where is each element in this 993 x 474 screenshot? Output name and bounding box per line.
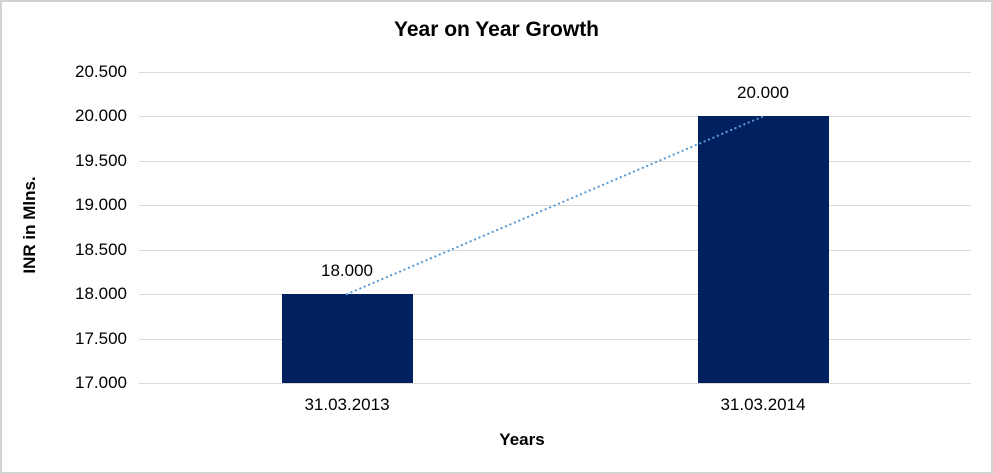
gridline	[139, 205, 971, 206]
gridline	[139, 116, 971, 117]
y-tick-label: 18.000	[75, 284, 127, 303]
y-tick-label: 18.500	[75, 240, 127, 259]
gridline	[139, 339, 971, 340]
bar	[698, 116, 829, 383]
bar	[282, 294, 413, 383]
x-tick-label: 31.03.2013	[304, 395, 390, 414]
y-tick-label: 17.000	[75, 373, 127, 392]
y-tick-label: 20.000	[75, 106, 127, 125]
bar-value-label: 20.000	[737, 83, 789, 102]
gridline	[139, 161, 971, 162]
gridline	[139, 294, 971, 295]
y-tick-label: 20.500	[75, 62, 127, 81]
x-axis-title: Years	[499, 430, 545, 449]
gridline	[139, 72, 971, 73]
y-tick-label: 19.000	[75, 195, 127, 214]
y-tick-label: 17.500	[75, 329, 127, 348]
x-tick-label: 31.03.2014	[720, 395, 806, 414]
chart-title: Year on Year Growth	[393, 18, 600, 41]
gridline	[139, 250, 971, 251]
bar-value-label: 18.000	[321, 261, 373, 280]
y-tick-label: 19.500	[75, 151, 127, 170]
gridline	[139, 383, 971, 384]
